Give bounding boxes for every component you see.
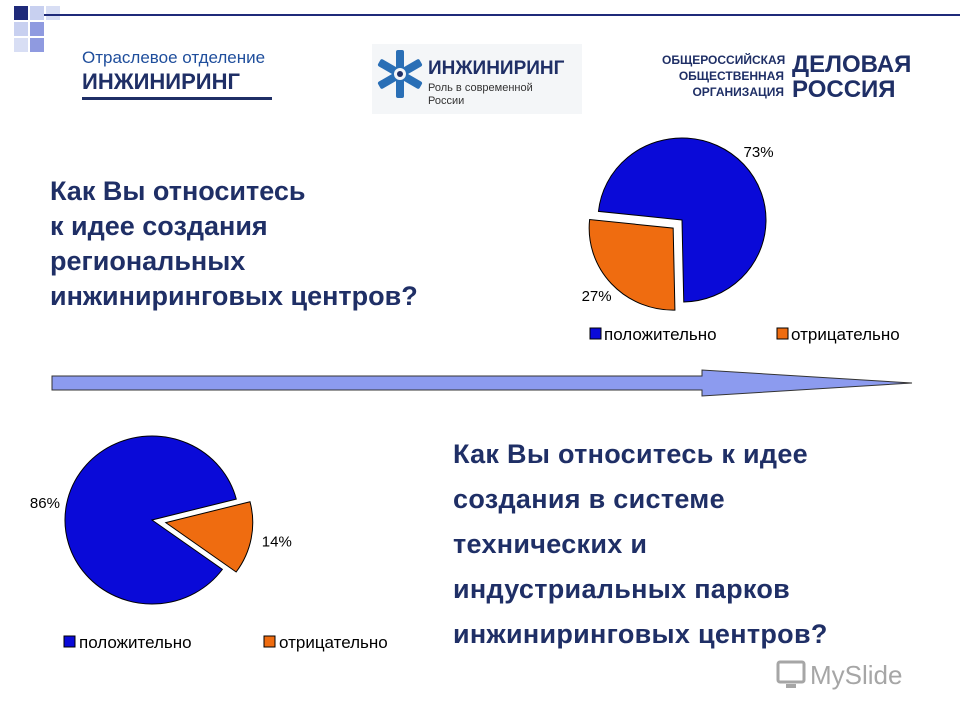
question-industrial-parks: Как Вы относитесь к идее создания в сист… (453, 432, 958, 657)
corner-decoration (0, 0, 80, 60)
pie2-label-negative: 14% (262, 533, 292, 550)
question2-line: создания в системе (453, 484, 725, 514)
logo-subtitle-line2: России (428, 95, 465, 107)
legend-label-negative: отрицательно (791, 325, 900, 344)
pie1-legend: положительно отрицательно (589, 325, 900, 344)
question1-line: региональных (50, 246, 246, 276)
logo-org-line2: ОБЩЕСТВЕННАЯ (678, 69, 784, 83)
legend-label-positive: положительно (604, 325, 717, 344)
monitor-icon (776, 660, 806, 688)
logo-line2: ИНЖИНИРИНГ (82, 69, 240, 94)
pie-chart-industrial-parks: 86% 14% положительно отрицательно (30, 435, 388, 652)
logo-subtitle: Роль в современной России (428, 82, 533, 108)
question2-line: инжиниринговых центров? (453, 619, 828, 649)
watermark-text: MySlide (810, 660, 902, 690)
logo-title: ИНЖИНИРИНГ (428, 58, 565, 79)
pie-chart-regional: 73% 27% положительно отрицательно (582, 137, 900, 344)
question2-line: Как Вы относитесь к идее (453, 439, 808, 469)
pie1-label-positive: 73% (744, 144, 774, 161)
logo-org-line1: ОБЩЕРОССИЙСКАЯ (662, 53, 786, 67)
top-rule (44, 14, 960, 16)
pie1-label-negative: 27% (582, 288, 612, 305)
watermark: MySlide (776, 660, 902, 690)
logo-org-type: ОБЩЕРОССИЙСКАЯ ОБЩЕСТВЕННАЯ ОРГАНИЗАЦИЯ (662, 52, 786, 100)
question2-line: технических и (453, 529, 648, 559)
logo-underline (82, 97, 272, 100)
snowflake-icon (377, 50, 423, 98)
pie2-legend: положительно отрицательно (63, 633, 388, 652)
logo-subtitle-line1: Роль в современной (428, 82, 533, 94)
pie1-slices (588, 137, 767, 311)
logo-name-line2: РОССИЯ (792, 76, 896, 103)
arrow-shape (51, 369, 913, 397)
legend-label-positive: положительно (79, 633, 192, 652)
pie-slice-negative (588, 219, 676, 311)
pie2-slices (64, 435, 254, 605)
legend-label-negative: отрицательно (279, 633, 388, 652)
logo-org-line3: ОРГАНИЗАЦИЯ (692, 85, 784, 99)
question1-line: инжиниринговых центров? (50, 281, 418, 311)
question1-line: к идее создания (50, 211, 268, 241)
legend-key-positive (589, 327, 602, 340)
pie2-label-positive: 86% (30, 495, 60, 512)
question-regional-centers: Как Вы относитесь к идее создания регион… (50, 174, 570, 314)
question2-line: индустриальных парков (453, 574, 791, 604)
legend-key-negative (776, 327, 789, 340)
pie-slice-positive (597, 137, 767, 303)
logo-line1: Отраслевое отделение (82, 48, 266, 67)
legend-key-positive (63, 635, 76, 648)
logo-org-name: ДЕЛОВАЯ РОССИЯ (792, 52, 911, 102)
pie-slice-positive (64, 435, 237, 605)
logo-engineering-role: ИНЖИНИРИНГ Роль в современной России (372, 44, 582, 114)
question1-line: Как Вы относитесь (50, 176, 306, 206)
logo-engineering-branch: Отраслевое отделение ИНЖИНИРИНГ (82, 48, 282, 108)
logo-delovaya-rossiya: ОБЩЕРОССИЙСКАЯ ОБЩЕСТВЕННАЯ ОРГАНИЗАЦИЯ … (662, 52, 932, 112)
pie-slice-negative (164, 501, 254, 573)
legend-key-negative (263, 635, 276, 648)
logo-name-line1: ДЕЛОВАЯ (792, 51, 912, 78)
